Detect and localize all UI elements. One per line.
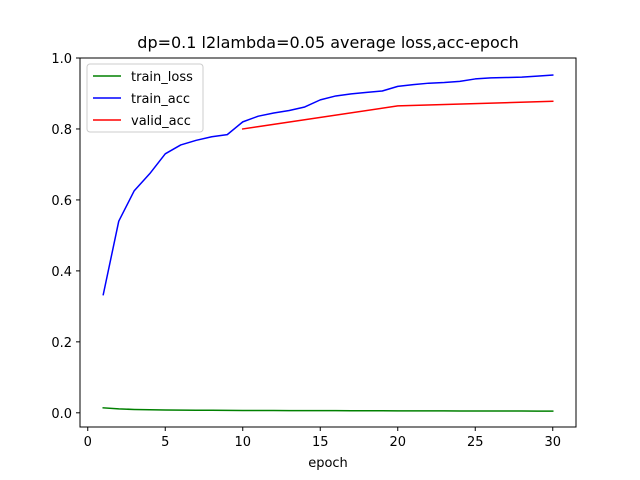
legend-label-valid-acc: valid_acc <box>131 114 191 129</box>
legend-label-train-loss: train_loss <box>131 70 193 85</box>
y-axis: 0.0 0.2 0.4 0.6 0.8 1.0 <box>51 52 80 422</box>
y-tick-label: 0.2 <box>51 336 72 351</box>
x-tick-label: 5 <box>161 435 169 450</box>
x-axis: 0 5 10 15 20 25 30 <box>84 427 561 450</box>
series-layer <box>102 74 554 412</box>
y-tick-label: 0.8 <box>51 123 72 138</box>
x-tick-label: 15 <box>312 435 329 450</box>
x-tick-label: 0 <box>84 435 92 450</box>
y-tick-label: 0.4 <box>51 265 72 280</box>
plot-frame <box>79 57 577 428</box>
x-tick-label: 20 <box>389 435 406 450</box>
series-line-train-acc <box>102 74 554 296</box>
y-tick-label: 0.0 <box>51 407 72 422</box>
x-tick-label: 25 <box>467 435 484 450</box>
x-tick-label: 10 <box>234 435 251 450</box>
x-tick-label: 30 <box>544 435 561 450</box>
legend: train_loss train_acc valid_acc <box>86 63 204 133</box>
series-line-valid-acc <box>241 100 554 130</box>
y-tick-label: 1.0 <box>51 52 72 67</box>
series-line-train-loss <box>102 407 554 412</box>
x-axis-label: epoch <box>308 456 348 471</box>
y-tick-label: 0.6 <box>51 194 72 209</box>
chart-title: dp=0.1 l2lambda=0.05 average loss,acc-ep… <box>137 33 518 52</box>
legend-frame <box>86 63 204 133</box>
legend-label-train-acc: train_acc <box>131 92 190 107</box>
legend-items: train_loss train_acc valid_acc <box>93 70 193 129</box>
